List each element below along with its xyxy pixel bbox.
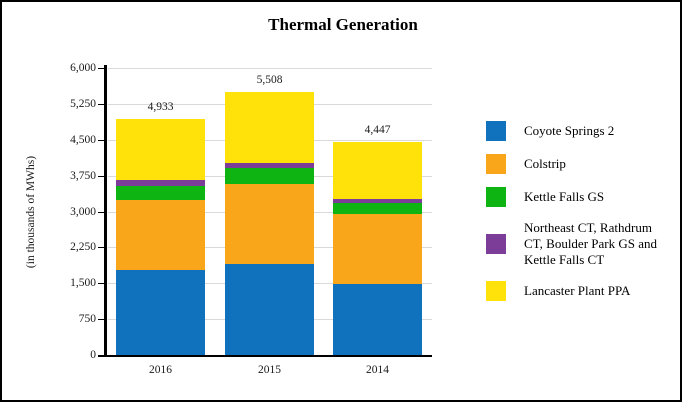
- bar-segment-2014-colstrip: [333, 213, 422, 285]
- legend-item-kettle-falls-gs: Kettle Falls GS: [486, 187, 678, 207]
- y-tick-mark-6000: [98, 68, 105, 69]
- bar-segment-2015-colstrip: [225, 183, 314, 265]
- bar-segment-2015-lancaster-plant-ppa: [225, 91, 314, 163]
- legend-item-coyote-springs-2: Coyote Springs 2: [486, 121, 678, 141]
- x-axis-line: [98, 355, 432, 357]
- legend-label: Colstrip: [524, 156, 566, 171]
- x-tick-label-2016: 2016: [149, 364, 172, 376]
- bar-segment-2016-kettle-falls-gs: [116, 185, 205, 201]
- bar-segment-2015-coyote-springs-2: [225, 264, 314, 355]
- legend-swatch-icon: [486, 234, 506, 254]
- y-tick-label-3000: 3,000: [70, 205, 96, 218]
- legend-label: Kettle Falls GS: [524, 189, 605, 204]
- y-tick-mark-2250: [98, 247, 105, 249]
- y-tick-label-0: 0: [90, 349, 96, 361]
- y-tick-mark-1500: [98, 283, 105, 285]
- total-label-2016: 4,933: [147, 101, 174, 114]
- legend-label: Lancaster Plant PPA: [524, 283, 631, 298]
- legend: Coyote Springs 2 Colstrip Kettle Falls GS N…: [486, 121, 678, 314]
- plot-area: 4,933 5,508 4,447: [106, 68, 432, 355]
- y-tick-label-6000: 6,000: [70, 62, 96, 74]
- total-label-2014: 4,447: [364, 124, 391, 137]
- y-tick-label-4500: 4,500: [70, 133, 96, 146]
- y-tick-label-750: 750: [78, 313, 96, 326]
- y-axis-line: [104, 65, 107, 357]
- bar-segment-2015-northeast-ct-rathdrum-ct-boulder-park-gs-and-kettle-falls-ct: [225, 162, 314, 169]
- bar-segment-2016-northeast-ct-rathdrum-ct-boulder-park-gs-and-kettle-falls-ct: [116, 180, 205, 186]
- bar-segment-2014-coyote-springs-2: [333, 284, 422, 355]
- y-tick-label-1500: 1,500: [70, 277, 96, 290]
- legend-item-lancaster-plant-ppa: Lancaster Plant PPA: [486, 281, 678, 301]
- y-tick-mark-3000: [98, 211, 105, 213]
- legend-swatch-icon: [486, 121, 506, 141]
- y-tick-mark-5250: [98, 103, 105, 105]
- legend-swatch-icon: [486, 154, 506, 174]
- bar-2015: [225, 91, 314, 355]
- bar-2016: [116, 119, 205, 355]
- chart-title: Thermal Generation: [268, 15, 418, 34]
- y-tick-mark-750: [98, 319, 105, 321]
- y-tick-mark-4500: [98, 139, 105, 141]
- x-tick-label-2015: 2015: [258, 364, 281, 376]
- x-tick-label-2014: 2014: [366, 364, 389, 376]
- legend-item-colstrip: Colstrip: [486, 154, 678, 174]
- y-tick-mark-3750: [98, 175, 105, 177]
- bar-segment-2014-lancaster-plant-ppa: [333, 142, 422, 199]
- total-label-2015: 5,508: [256, 73, 283, 86]
- legend-swatch-icon: [486, 281, 506, 301]
- y-tick-label-2250: 2,250: [70, 241, 96, 254]
- bar-segment-2015-kettle-falls-gs: [225, 168, 314, 184]
- bar-2014: [333, 142, 422, 355]
- legend-label: Northeast CT, Rathdrum CT, Boulder Park …: [524, 220, 657, 267]
- bar-segment-2016-lancaster-plant-ppa: [116, 119, 205, 181]
- legend-label: Coyote Springs 2: [524, 123, 615, 138]
- bar-segment-2014-northeast-ct-rathdrum-ct-boulder-park-gs-and-kettle-falls-ct: [333, 198, 422, 203]
- bar-segment-2014-kettle-falls-gs: [333, 202, 422, 214]
- gridline-6000: [108, 68, 432, 69]
- legend-swatch-icon: [486, 187, 506, 207]
- y-tick-label-3750: 3,750: [70, 169, 96, 182]
- bar-segment-2016-coyote-springs-2: [116, 270, 205, 355]
- legend-item-northeast-ct-rathdrum-ct-boulder-park-gs-and-kettle-falls-ct: Northeast CT, Rathdrum CT, Boulder Park …: [486, 220, 678, 268]
- bar-segment-2016-colstrip: [116, 200, 205, 271]
- y-tick-label-5250: 5,250: [70, 97, 96, 110]
